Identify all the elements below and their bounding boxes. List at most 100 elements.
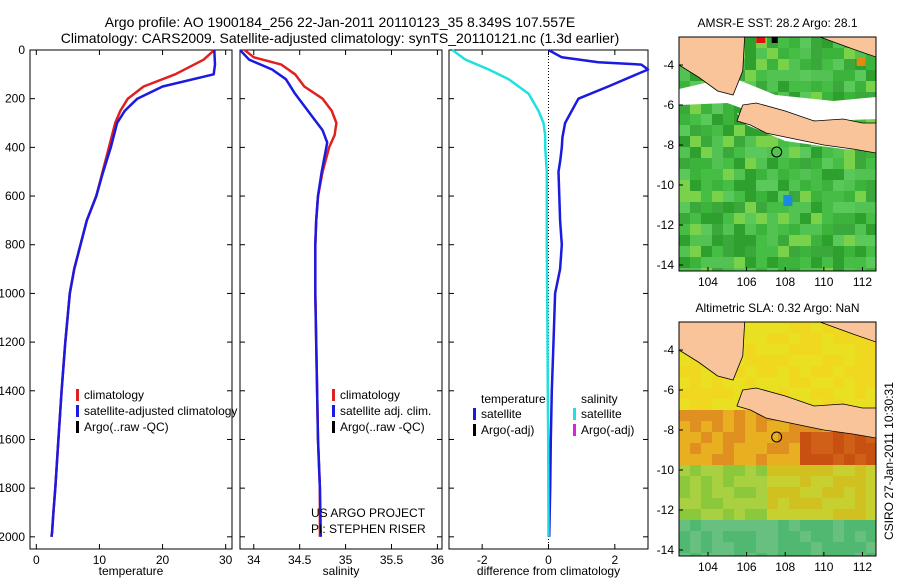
- map-grid-cell: [712, 158, 724, 170]
- map-grid-cell: [855, 443, 867, 455]
- map-grid-cell: [679, 520, 691, 532]
- map-grid-cell: [811, 377, 823, 389]
- map-grid-cell: [789, 81, 801, 93]
- map-grid-cell: [679, 169, 691, 181]
- map-grid-cell: [756, 520, 768, 532]
- map-grid-cell: [811, 48, 823, 60]
- legend-label: satellite: [481, 407, 522, 421]
- map-grid-cell: [701, 454, 713, 466]
- map-grid-cell: [712, 399, 724, 411]
- map-grid-cell: [723, 542, 735, 554]
- map-grid-cell: [701, 147, 713, 159]
- map-grid-cell: [866, 169, 876, 181]
- map-grid-cell: [855, 509, 867, 521]
- map-grid-cell: [734, 191, 746, 203]
- map-grid-cell: [833, 553, 845, 556]
- map-grid-cell: [800, 246, 812, 258]
- map-grid-cell: [844, 388, 856, 400]
- map-grid-cell: [701, 268, 713, 271]
- map-grid-cell: [679, 147, 691, 159]
- map-grid-cell: [701, 103, 713, 115]
- map-grid-cell: [723, 147, 735, 159]
- map-grid-cell: [756, 476, 768, 488]
- map-grid-cell: [778, 158, 790, 170]
- map-grid-cell: [844, 92, 856, 104]
- map-grid-cell: [734, 366, 746, 378]
- map-grid-cell: [778, 355, 790, 367]
- map-grid-cell: [701, 224, 713, 236]
- map-grid-cell: [690, 180, 702, 192]
- map-grid-cell: [745, 520, 757, 532]
- map-grid-cell: [679, 454, 691, 466]
- map-grid-cell: [745, 366, 757, 378]
- map-grid-cell: [690, 454, 702, 466]
- map-grid-cell: [789, 48, 801, 60]
- map-grid-cell: [789, 202, 801, 214]
- map-grid-cell: [811, 498, 823, 510]
- map-grid-cell: [844, 476, 856, 488]
- map-grid-cell: [679, 399, 691, 411]
- map-grid-cell: [822, 498, 834, 510]
- map-grid-cell: [844, 498, 856, 510]
- map-grid-cell: [778, 509, 790, 521]
- map-grid-cell: [767, 509, 779, 521]
- x-tick-label: 35.5: [380, 553, 404, 567]
- map-grid-cell: [866, 454, 876, 466]
- map-grid-cell: [767, 443, 779, 455]
- map-grid-cell: [712, 487, 724, 499]
- map-grid-cell: [800, 169, 812, 181]
- map-grid-cell: [800, 213, 812, 225]
- map-grid-cell: [844, 366, 856, 378]
- map-grid-cell: [800, 454, 812, 466]
- legend-swatch: [332, 405, 335, 417]
- map-grid-cell: [789, 443, 801, 455]
- map-grid-cell: [866, 465, 876, 477]
- x-tick-label: -2: [477, 553, 488, 567]
- map-grid-cell: [800, 257, 812, 269]
- map-grid-cell: [756, 191, 768, 203]
- map-grid-cell: [745, 432, 757, 444]
- y-tick-label: 200: [5, 92, 25, 106]
- map-grid-cell: [822, 344, 834, 356]
- map-grid-cell: [723, 454, 735, 466]
- map-grid-cell: [679, 443, 691, 455]
- map-grid-cell: [734, 213, 746, 225]
- map-grid-cell: [789, 257, 801, 269]
- y-tick-label: 600: [5, 189, 25, 203]
- map-grid-cell: [789, 169, 801, 181]
- map-grid-cell: [745, 377, 757, 389]
- map-grid-cell: [723, 509, 735, 521]
- map-grid-cell: [844, 158, 856, 170]
- map-grid-cell: [745, 454, 757, 466]
- map-grid-cell: [833, 531, 845, 543]
- map-grid-cell: [811, 355, 823, 367]
- map-grid-cell: [833, 180, 845, 192]
- map-grid-cell: [690, 224, 702, 236]
- map-y-tick-label: -4: [663, 58, 674, 72]
- map-grid-cell: [822, 509, 834, 521]
- map-grid-cell: [723, 531, 735, 543]
- map-grid-cell: [778, 147, 790, 159]
- map-grid-cell: [734, 103, 746, 115]
- map-grid-cell: [701, 169, 713, 181]
- map-grid-cell: [789, 388, 801, 400]
- map-grid-cell: [734, 432, 746, 444]
- map-grid-cell: [822, 147, 834, 159]
- map-grid-cell: [811, 235, 823, 247]
- map-grid-cell: [833, 147, 845, 159]
- map-grid-cell: [767, 454, 779, 466]
- x-axis-label: difference from climatology: [477, 564, 620, 578]
- map-grid-cell: [690, 476, 702, 488]
- map-grid-cell: [822, 366, 834, 378]
- map-grid-cell: [734, 169, 746, 181]
- map-grid-cell: [745, 344, 757, 356]
- map-grid-cell: [833, 257, 845, 269]
- legend-label: Argo(..raw -QC): [84, 420, 169, 434]
- map-grid-cell: [712, 213, 724, 225]
- map-grid-cell: [745, 268, 757, 271]
- map-grid-cell: [833, 59, 845, 71]
- map-grid-cell: [811, 399, 823, 411]
- map-grid-cell: [679, 213, 691, 225]
- map-grid-cell: [767, 531, 779, 543]
- map-grid-cell: [767, 498, 779, 510]
